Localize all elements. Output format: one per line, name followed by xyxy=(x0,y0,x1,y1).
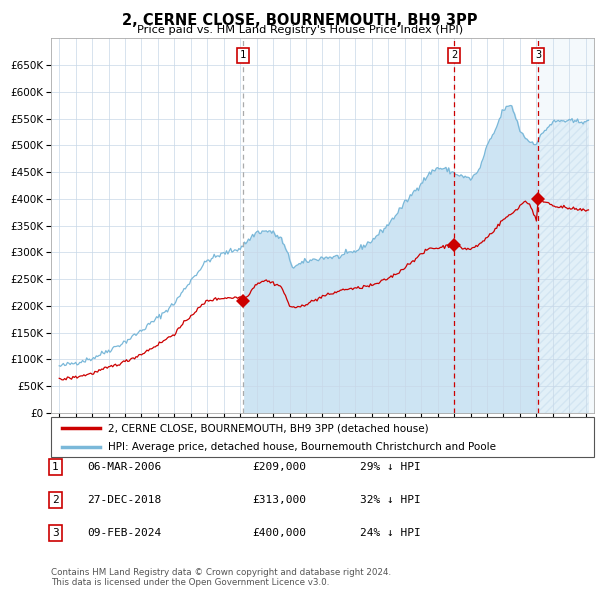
Text: HPI: Average price, detached house, Bournemouth Christchurch and Poole: HPI: Average price, detached house, Bour… xyxy=(108,442,496,452)
Text: 29% ↓ HPI: 29% ↓ HPI xyxy=(360,463,421,472)
Text: 2: 2 xyxy=(52,496,59,505)
Text: 27-DEC-2018: 27-DEC-2018 xyxy=(87,496,161,505)
Bar xyxy=(538,38,594,413)
Text: 06-MAR-2006: 06-MAR-2006 xyxy=(87,463,161,472)
Text: 1: 1 xyxy=(52,463,59,472)
FancyBboxPatch shape xyxy=(51,417,594,457)
Text: 2: 2 xyxy=(451,51,457,61)
Text: Price paid vs. HM Land Registry's House Price Index (HPI): Price paid vs. HM Land Registry's House … xyxy=(137,25,463,35)
Text: 24% ↓ HPI: 24% ↓ HPI xyxy=(360,529,421,538)
Text: 1: 1 xyxy=(240,51,247,61)
Text: 2, CERNE CLOSE, BOURNEMOUTH, BH9 3PP: 2, CERNE CLOSE, BOURNEMOUTH, BH9 3PP xyxy=(122,13,478,28)
Text: £209,000: £209,000 xyxy=(252,463,306,472)
Text: Contains HM Land Registry data © Crown copyright and database right 2024.
This d: Contains HM Land Registry data © Crown c… xyxy=(51,568,391,587)
Text: £400,000: £400,000 xyxy=(252,529,306,538)
Text: £313,000: £313,000 xyxy=(252,496,306,505)
Text: 2, CERNE CLOSE, BOURNEMOUTH, BH9 3PP (detached house): 2, CERNE CLOSE, BOURNEMOUTH, BH9 3PP (de… xyxy=(108,424,428,434)
Text: 09-FEB-2024: 09-FEB-2024 xyxy=(87,529,161,538)
Text: 3: 3 xyxy=(52,529,59,538)
Text: 32% ↓ HPI: 32% ↓ HPI xyxy=(360,496,421,505)
Text: 3: 3 xyxy=(535,51,541,61)
